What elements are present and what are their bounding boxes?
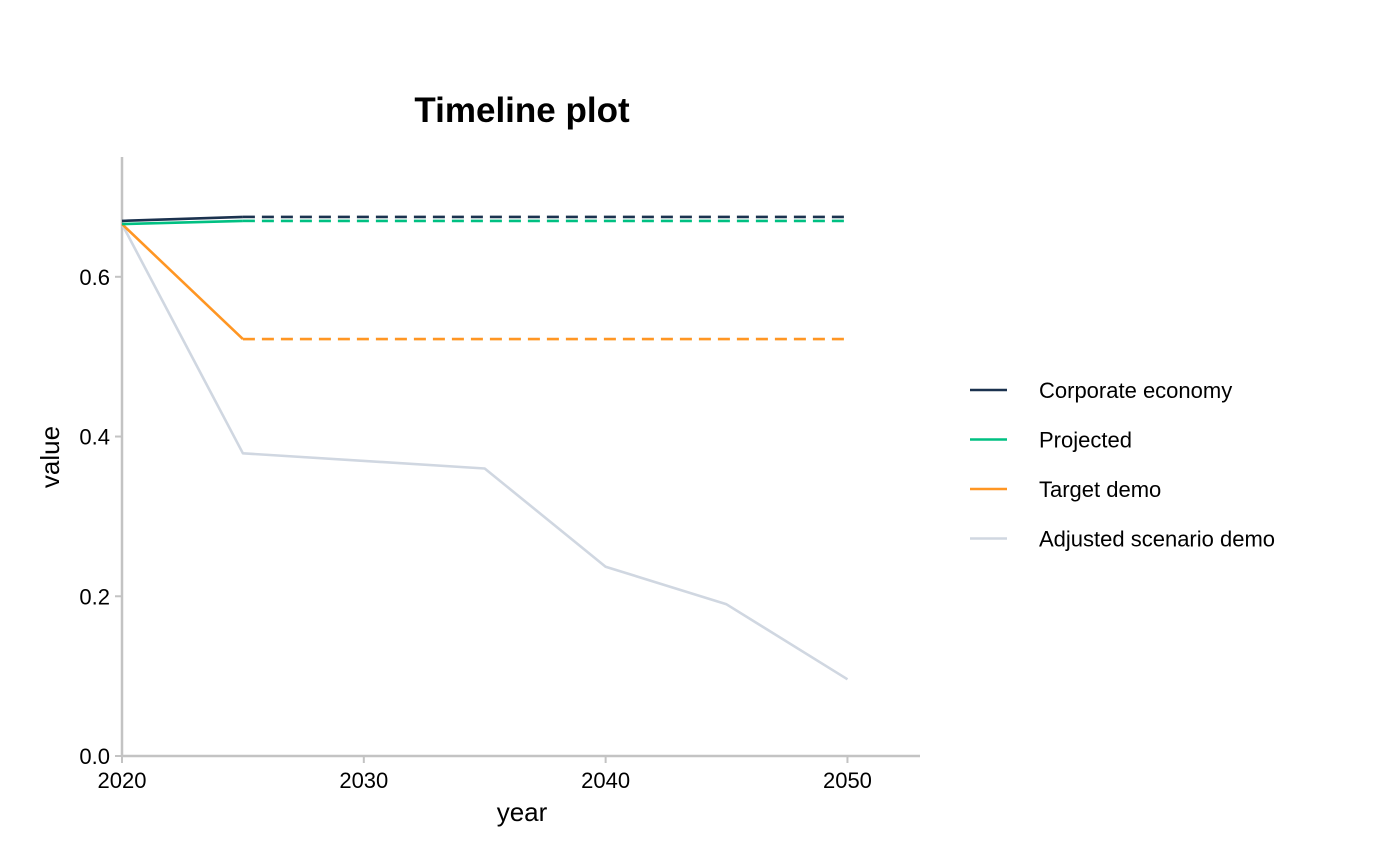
legend-label: Target demo xyxy=(1039,477,1161,502)
y-tick-label: 0.4 xyxy=(79,425,110,450)
x-tick-label: 2030 xyxy=(339,768,388,793)
series-line-solid xyxy=(120,223,849,681)
x-tick-label: 2040 xyxy=(581,768,630,793)
x-tick-label: 2020 xyxy=(98,768,147,793)
y-axis-title: value xyxy=(35,426,65,488)
legend-label: Adjusted scenario demo xyxy=(1039,527,1275,552)
series-layer xyxy=(120,215,849,681)
series-line-solid xyxy=(121,219,243,226)
y-tick-label: 0.6 xyxy=(79,265,110,290)
y-tick-label: 0.0 xyxy=(79,744,110,769)
legend-label: Corporate economy xyxy=(1039,378,1232,403)
series-adjusted-scenario-demo xyxy=(120,223,849,681)
legend-item-target-demo: Target demo xyxy=(970,477,1161,502)
x-tick-label: 2050 xyxy=(823,768,872,793)
series-corporate-economy xyxy=(121,215,848,223)
series-line-solid xyxy=(121,215,243,223)
legend-label: Projected xyxy=(1039,428,1132,453)
legend-item-projected: Projected xyxy=(970,428,1132,453)
x-axis-title: year xyxy=(497,797,548,827)
axes: 0.0 0.2 0.4 0.6 2020 2030 2040 2050 xyxy=(79,157,920,793)
series-projected xyxy=(121,219,848,226)
legend-item-corporate-economy: Corporate economy xyxy=(970,378,1232,403)
series-line-solid xyxy=(121,223,244,341)
y-tick-label: 0.2 xyxy=(79,584,110,609)
chart-title: Timeline plot xyxy=(414,91,630,130)
legend: Corporate economy Projected Target demo Adj… xyxy=(970,378,1275,552)
legend-item-adjusted-scenario-demo: Adjusted scenario demo xyxy=(970,527,1275,552)
series-target-demo xyxy=(121,223,848,341)
